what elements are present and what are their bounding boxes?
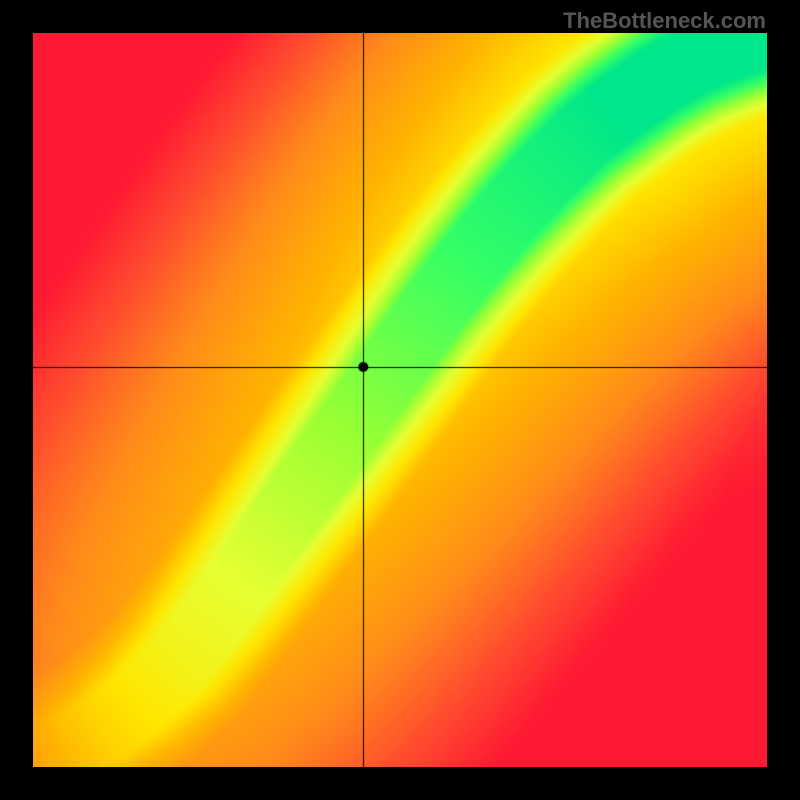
watermark-text: TheBottleneck.com	[563, 8, 766, 34]
crosshair-overlay	[33, 33, 767, 767]
chart-container: TheBottleneck.com	[0, 0, 800, 800]
